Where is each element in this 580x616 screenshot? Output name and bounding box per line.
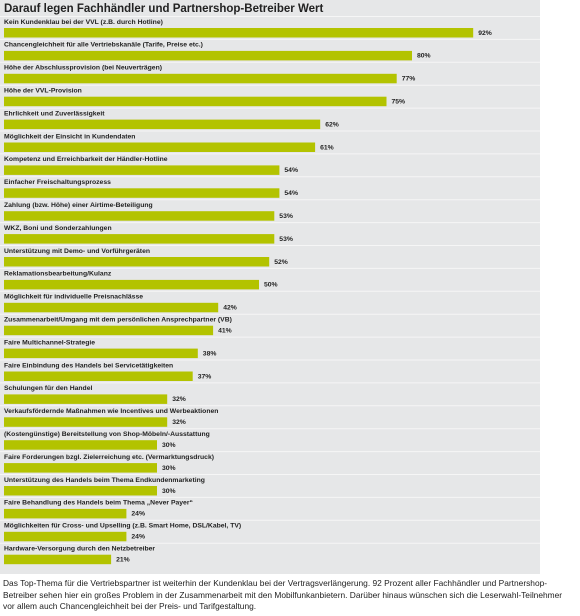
category-label: Höhe der VVL-Provision	[4, 87, 82, 94]
category-label: Ehrlichkeit und Zuverlässigkeit	[4, 110, 105, 117]
bar	[4, 28, 474, 38]
category-label: (Kostengünstige) Bereitstellung von Shop…	[4, 431, 210, 438]
bar	[4, 279, 259, 290]
category-label: Schulungen für den Handel	[4, 385, 92, 392]
value-label: 92%	[478, 30, 492, 37]
category-label: Verkaufsfördernde Maßnahmen wie Incentiv…	[4, 408, 218, 415]
value-label: 21%	[116, 556, 130, 563]
bar	[4, 394, 168, 404]
category-label: Unterstützung des Handels beim Thema End…	[4, 477, 205, 484]
category-label: Zahlung (bzw. Höhe) einer Airtime-Beteil…	[4, 202, 153, 209]
category-label: Kompetenz und Erreichbarkeit der Händler…	[4, 156, 168, 163]
value-label: 42%	[223, 305, 237, 312]
bar	[4, 50, 412, 61]
value-label: 37%	[198, 373, 212, 380]
category-label: Einfacher Freischaltungsprozess	[4, 179, 111, 186]
category-label: Faire Behandlung des Handels beim Thema …	[4, 500, 193, 507]
bar	[4, 73, 397, 84]
category-label: Chancengleichheit für alle Vertriebskanä…	[4, 42, 203, 49]
footer-text: Das Top-Thema für die Vertriebspartner i…	[3, 578, 563, 611]
bar	[4, 188, 280, 198]
bar	[4, 531, 127, 542]
value-label: 38%	[203, 350, 217, 357]
category-label: Hardware-Versorgung durch den Netzbetrei…	[4, 545, 155, 552]
bar	[4, 96, 387, 107]
category-label: Faire Einbindung des Handels bei Service…	[4, 362, 173, 369]
value-label: 80%	[417, 53, 431, 60]
value-label: 41%	[218, 327, 232, 334]
value-label: 24%	[131, 511, 145, 518]
category-label: Unterstützung mit Demo- und Vorführgerät…	[4, 248, 150, 255]
bar	[4, 554, 112, 565]
value-label: 61%	[320, 144, 334, 151]
value-label: 30%	[162, 488, 176, 495]
value-label: 50%	[264, 282, 278, 289]
value-label: 30%	[162, 465, 176, 472]
bar	[4, 234, 275, 244]
bar	[4, 486, 157, 496]
bar	[4, 119, 321, 130]
bar	[4, 211, 275, 221]
value-label: 30%	[162, 442, 176, 449]
category-label: Möglichkeiten für Cross- und Upselling (…	[4, 523, 241, 530]
category-label: Möglichkeit der Einsicht in Kundendaten	[4, 133, 135, 140]
bar	[4, 348, 198, 359]
bar	[4, 371, 193, 381]
bar	[4, 417, 168, 427]
value-label: 54%	[284, 167, 298, 174]
value-label: 77%	[402, 76, 416, 83]
bar	[4, 508, 127, 519]
value-label: 53%	[279, 213, 293, 220]
category-label: Kein Kundenklau bei der VVL (z.B. durch …	[4, 19, 163, 26]
category-label: WKZ, Boni und Sonderzahlungen	[4, 225, 112, 232]
value-label: 54%	[284, 190, 298, 197]
category-label: Möglichkeit für individuelle Preisnachlä…	[4, 294, 143, 301]
category-label: Reklamationsbearbeitung/Kulanz	[4, 271, 112, 278]
category-label: Zusammenarbeit/Umgang mit dem persönlich…	[4, 316, 232, 323]
value-label: 75%	[392, 98, 406, 105]
chart-title: Darauf legen Fachhändler und Partnershop…	[4, 3, 323, 15]
value-label: 52%	[274, 259, 288, 266]
bar	[4, 165, 280, 175]
chart: Darauf legen Fachhändler und Partnershop…	[0, 3, 540, 565]
value-label: 62%	[325, 121, 339, 128]
bar	[4, 302, 219, 313]
category-label: Höhe der Abschlussprovision (bei Neuvert…	[4, 65, 162, 72]
bar	[4, 325, 214, 336]
bar	[4, 440, 157, 450]
category-label: Faire Forderungen bzgl. Zielerreichung e…	[4, 454, 214, 461]
value-label: 53%	[279, 236, 293, 243]
value-label: 32%	[172, 396, 186, 403]
bar	[4, 257, 270, 267]
value-label: 32%	[172, 419, 186, 426]
bar	[4, 463, 157, 473]
value-label: 24%	[131, 534, 145, 541]
category-label: Faire Multichannel-Strategie	[4, 339, 95, 346]
bar	[4, 142, 316, 152]
